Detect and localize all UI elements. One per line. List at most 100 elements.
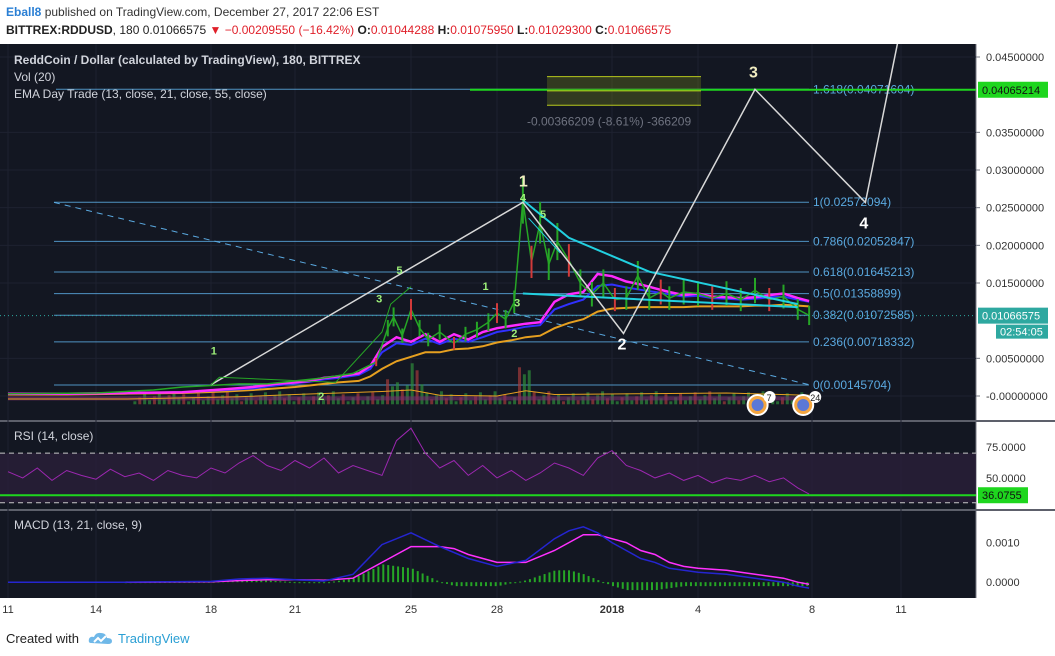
macd-histogram-bar [733,582,736,587]
macd-histogram-bar [660,582,663,590]
macd-histogram-bar [514,582,517,584]
volume-bar [454,401,458,405]
wave-projection [210,44,899,386]
volume-bar [469,400,473,405]
volume-bar [780,397,784,405]
volume-bar [376,399,380,405]
volume-bar [698,399,702,405]
volume-bar [138,397,142,405]
macd-histogram-bar [504,582,507,585]
macd-histogram-bar [470,582,473,587]
macd-histogram-bar [441,582,444,584]
macd-histogram-bar [352,578,355,583]
low-value: 0.01029300 [528,23,592,37]
created-with-text: Created with [6,631,79,646]
volume-bar [517,367,521,405]
time-scale-background [0,598,1055,620]
chart-canvas[interactable]: 0(0.00145704) 0.236(0.00718332) 0.382(0.01… [0,44,1055,620]
macd-histogram-bar [738,582,741,587]
volume-bar [351,397,355,405]
last-price: 0.01066575 [142,23,207,37]
volume-ribbon [8,396,810,401]
publish-line: Eball8 published on TradingView.com, Dec… [6,5,379,19]
level-tag [978,81,1048,98]
volume-bar [630,400,634,405]
volume-bar [254,400,258,405]
wave-label: 2 [617,336,626,353]
macd-histogram-bar [714,582,717,587]
macd-histogram-bar [241,580,244,583]
macd-histogram-bar [308,582,311,584]
macd-histogram-bar [597,580,600,583]
volume-bar [527,370,531,405]
volume-bar [133,401,137,405]
macd-histogram-bar [499,582,502,586]
macd-histogram-bar [587,576,590,583]
macd-histogram-bar [568,570,571,583]
volume-bar [513,397,517,405]
volume-bar [722,401,726,405]
volume-bar [498,398,502,405]
macd-histogram-bar [675,582,678,588]
price-line [7,199,810,395]
wave-count-label: 3 [514,297,520,309]
price-axis-label: 0.01500000 [986,278,1044,290]
macd-histogram-bar [288,581,291,583]
macd-histogram-bar [293,582,296,584]
wave-label: 3 [749,64,758,81]
macd-histogram-bar [465,582,468,587]
volume-bar [737,400,741,405]
time-axis-label: 28 [491,604,503,616]
macd-histogram-bar [719,582,722,587]
macd-histogram-bar [362,573,365,583]
price-axis-label: -0.00000000 [986,391,1048,403]
indicator-legend: Vol (20) [14,70,55,84]
volume-bar [395,382,399,405]
macd-histogram-bar [626,582,629,591]
macd-histogram-bar [377,566,380,583]
macd-histogram-bar [431,578,434,583]
wave-count-label: 5 [540,209,546,221]
macd-axis-label: 0.0000 [986,577,1020,589]
price-axis-label: 0.03000000 [986,165,1044,177]
event-count-text: 24 [810,393,820,403]
author-link[interactable]: Eball8 [6,5,42,19]
rsi-level-tag [978,487,1028,504]
macd-histogram-bar [260,580,263,583]
rsi-axis-label: 50.0000 [986,473,1026,485]
macd-histogram-bar [382,564,385,583]
volume-ma-line [8,389,810,400]
macd-histogram-bar [460,582,463,587]
price-change: −0.00209550 (−16.42%) [224,23,355,37]
macd-histogram-bar [411,568,414,583]
tradingview-link[interactable]: TradingView [118,631,190,646]
macd-histogram-bar [397,566,400,583]
volume-bar [644,399,648,405]
macd-histogram-bar [801,582,804,587]
volume-bar [201,400,205,405]
macd-histogram-bar [616,582,619,588]
macd-histogram-bar [323,582,326,584]
level-tag-text: 0.04065214 [982,85,1040,97]
macd-histogram-bar [489,582,492,587]
macd-histogram-bar [680,582,683,587]
volume-bar [566,397,570,405]
macd-histogram-bar [592,578,595,583]
macd-histogram-bar [665,582,668,589]
macd-histogram-bar [762,582,765,587]
close-label: C: [595,23,608,37]
macd-histogram-bar [484,582,487,587]
volume-bar [162,399,166,405]
open-value: 0.01044288 [370,23,435,37]
macd-histogram-bar [298,582,301,584]
volume-bar [297,397,301,405]
time-axis-label: 14 [90,604,102,616]
rsi-axis-label: 75.0000 [986,442,1026,454]
volume-bar [292,401,296,405]
macd-histogram-bar [796,582,799,587]
macd-histogram-bar [543,574,546,583]
macd-histogram-bar [689,582,692,587]
wave-label: 4 [859,215,868,232]
macd-histogram-bar [357,576,360,583]
down-arrow-icon: ▼ [209,23,222,37]
